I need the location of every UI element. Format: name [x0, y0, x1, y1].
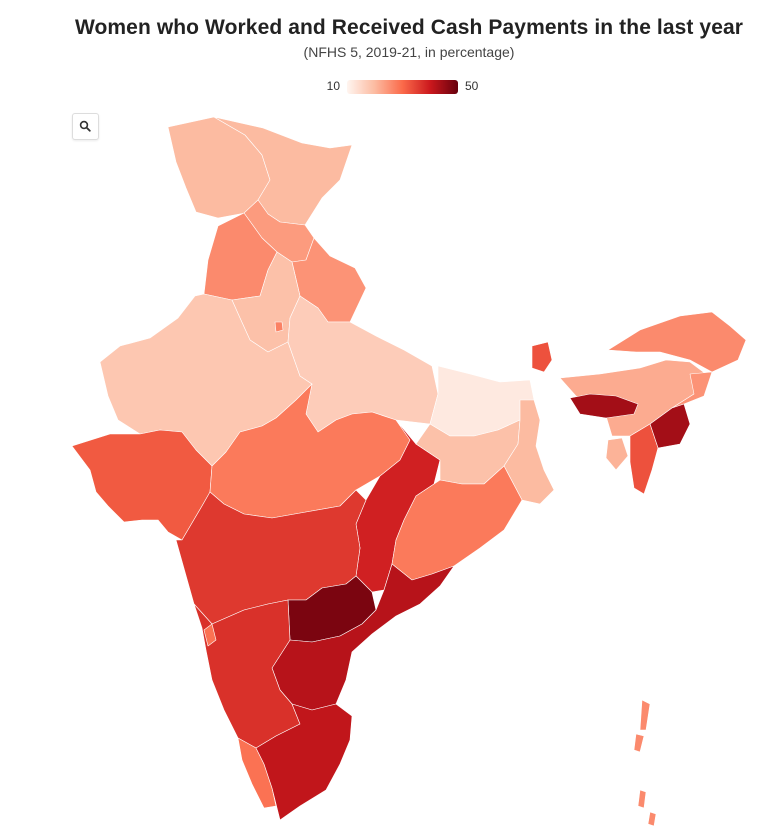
legend-min-label: 10 — [326, 79, 340, 93]
search-icon — [79, 120, 91, 132]
region-arunachal-pradesh[interactable] — [607, 311, 747, 373]
region-west-bengal[interactable] — [503, 399, 555, 505]
region-uttar-pradesh[interactable] — [287, 295, 439, 433]
region-sikkim[interactable] — [531, 341, 553, 373]
legend-max-label: 50 — [465, 79, 479, 93]
color-legend: 10 50 — [300, 78, 500, 96]
region-delhi[interactable] — [274, 321, 284, 333]
chart-subtitle: (NFHS 5, 2019-21, in percentage) — [303, 44, 515, 60]
region-mizoram[interactable] — [629, 423, 659, 495]
region-goa[interactable] — [203, 623, 217, 647]
zoom-button[interactable] — [72, 113, 99, 140]
region-gujarat[interactable] — [71, 429, 213, 541]
region-meghalaya[interactable] — [569, 393, 639, 419]
region-chhattisgarh[interactable] — [355, 419, 441, 593]
region-tamil-nadu[interactable] — [255, 703, 353, 821]
legend-gradient-bar — [347, 80, 458, 94]
region-andaman-nicobar-islands[interactable] — [633, 699, 657, 827]
chart-title: Women who Worked and Received Cash Payme… — [74, 16, 744, 39]
region-tripura[interactable] — [605, 437, 629, 471]
